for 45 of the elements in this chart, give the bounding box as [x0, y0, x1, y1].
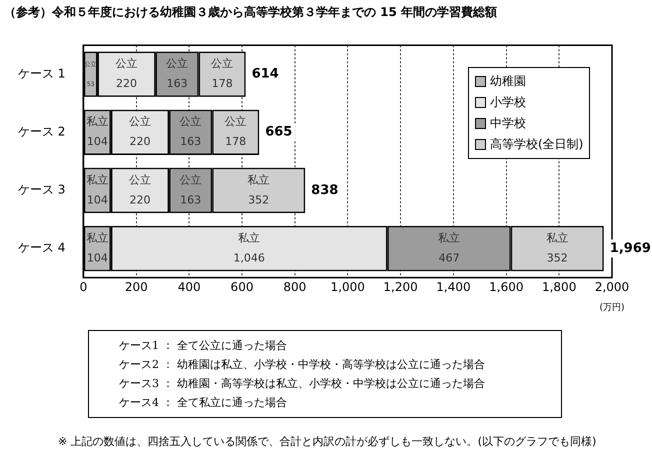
x-tick-label: 800 — [283, 280, 306, 294]
chart-title: （参考）令和５年度における幼稚園３歳から高等学校第３学年までの 15 年間の学習費総額 — [4, 4, 498, 21]
y-tick-label: ケース 3 — [18, 182, 66, 197]
data-label: 私立 352 — [248, 173, 270, 206]
legend-label: 幼稚園 — [490, 73, 526, 90]
data-label: 公立 220 — [129, 115, 152, 148]
data-label: 公立 163 — [180, 173, 202, 206]
data-label: 私立 104 — [86, 173, 108, 206]
legend-label: 高等学校(全日制) — [490, 136, 584, 154]
data-label: 私立 467 — [438, 231, 460, 264]
text: ※ 上記の数値は、四捨五入している関係で、合計と内訳の計が必ずしも一致しない。(以下のグラフでも同様) — [58, 434, 596, 449]
x-tick-label: 1,000 — [330, 280, 365, 294]
x-axis-title: (万円) — [599, 302, 625, 313]
text: ケース2 ： 幼稚園は私立、小学校・中学校・高等学校は公立に通った場合 — [119, 357, 486, 373]
text: ケース3 ： 幼稚園・高等学校は私立、小学校・中学校は公立に通った場合 — [119, 376, 486, 392]
total-label: 614 — [252, 66, 279, 82]
total-label: 1,969 — [610, 240, 651, 256]
data-label: 私立 104 — [86, 115, 108, 148]
x-tick-label: 200 — [124, 280, 148, 294]
data-label: 私立 104 — [86, 231, 108, 264]
data-label: 私立 352 — [546, 231, 568, 264]
legend-label: 中学校 — [490, 115, 526, 132]
x-tick-label: 600 — [230, 280, 254, 294]
x-tick-label: 1,800 — [542, 280, 576, 294]
x-tick-label: 1,200 — [383, 280, 418, 294]
x-tick-label: 0 — [80, 280, 88, 294]
data-label: 公立 178 — [211, 57, 234, 90]
text: ケース4 ： 全て私立に通った場合 — [119, 395, 288, 411]
data-label: 公立 220 — [116, 57, 138, 90]
data-label: 私立 1,046 — [233, 231, 265, 264]
data-label: 公立 163 — [166, 57, 188, 90]
x-tick-label: 1,600 — [489, 280, 524, 294]
data-label: 公立 163 — [180, 115, 202, 148]
legend-label: 小学校 — [490, 94, 526, 112]
y-tick-label: ケース 1 — [18, 66, 66, 80]
total-label: 665 — [265, 124, 292, 140]
y-tick-label: ケース 4 — [18, 240, 66, 255]
x-tick-label: 2,000 — [594, 280, 630, 294]
y-tick-label: ケース 2 — [18, 124, 66, 138]
text: ケース1 ： 全て公立に通った場合 — [119, 338, 288, 354]
x-tick-label: 1,400 — [436, 280, 471, 294]
data-label: 公立 178 — [224, 115, 247, 148]
total-label: 838 — [311, 182, 338, 198]
x-tick-label: 400 — [178, 280, 201, 294]
data-label: 公立 220 — [129, 173, 152, 206]
